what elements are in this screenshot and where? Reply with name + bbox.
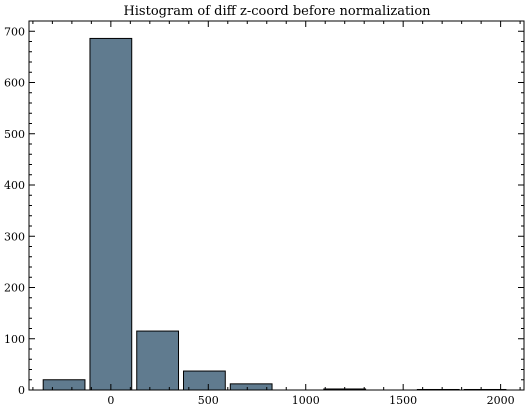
chart-title: Histogram of diff z-coord before normali… bbox=[123, 4, 431, 19]
axes-group: 0 500 1000 1500 2000 0 100 200 300 400 500 600 700 bbox=[4, 20, 525, 407]
y-tick-label: 500 bbox=[4, 128, 25, 141]
y-tick-label: 600 bbox=[4, 77, 25, 90]
y-tick-label: 100 bbox=[4, 333, 25, 346]
x-tick-label: 1500 bbox=[389, 394, 417, 407]
histogram-bar bbox=[229, 383, 273, 391]
x-tick-label: 1000 bbox=[292, 394, 320, 407]
histogram-bar bbox=[89, 37, 133, 391]
y-tick-label: 400 bbox=[4, 179, 25, 192]
x-tick-label: 500 bbox=[198, 394, 219, 407]
y-tick-label: 200 bbox=[4, 282, 25, 295]
histogram-bar bbox=[183, 370, 226, 391]
bars-group bbox=[42, 37, 507, 391]
histogram-bar bbox=[42, 379, 86, 391]
y-tick-label: 0 bbox=[18, 384, 25, 397]
y-tick-label: 300 bbox=[4, 230, 25, 243]
x-tick-label: 2000 bbox=[487, 394, 515, 407]
x-tick-label: 0 bbox=[107, 394, 114, 407]
histogram-bar bbox=[136, 330, 180, 391]
y-tick-label: 700 bbox=[4, 25, 25, 38]
